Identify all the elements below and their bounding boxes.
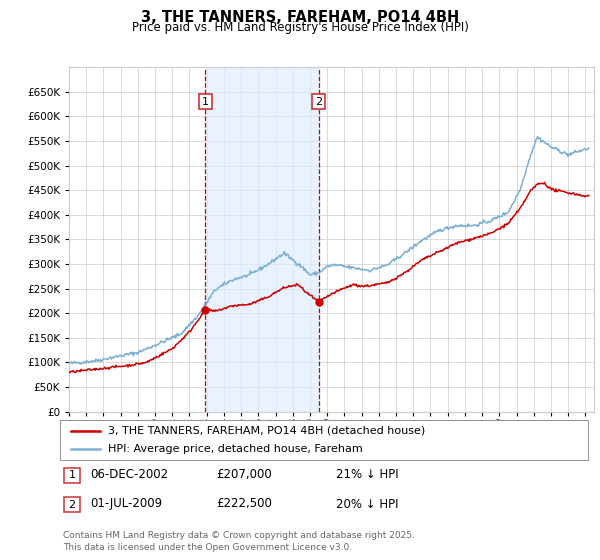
Text: 3, THE TANNERS, FAREHAM, PO14 4BH (detached house): 3, THE TANNERS, FAREHAM, PO14 4BH (detac…	[107, 426, 425, 436]
Text: 2: 2	[315, 97, 322, 106]
Text: Contains HM Land Registry data © Crown copyright and database right 2025.
This d: Contains HM Land Registry data © Crown c…	[63, 531, 415, 552]
Text: 06-DEC-2002: 06-DEC-2002	[90, 468, 168, 482]
Text: £207,000: £207,000	[216, 468, 272, 482]
FancyBboxPatch shape	[64, 497, 80, 512]
Text: 20% ↓ HPI: 20% ↓ HPI	[336, 497, 398, 511]
Text: 21% ↓ HPI: 21% ↓ HPI	[336, 468, 398, 482]
Text: 3, THE TANNERS, FAREHAM, PO14 4BH: 3, THE TANNERS, FAREHAM, PO14 4BH	[141, 10, 459, 25]
FancyBboxPatch shape	[60, 420, 588, 460]
Text: 1: 1	[68, 470, 76, 480]
Text: 1: 1	[202, 97, 209, 106]
FancyBboxPatch shape	[64, 468, 80, 483]
Text: £222,500: £222,500	[216, 497, 272, 511]
Text: HPI: Average price, detached house, Fareham: HPI: Average price, detached house, Fare…	[107, 445, 362, 454]
Text: 01-JUL-2009: 01-JUL-2009	[90, 497, 162, 511]
Text: 2: 2	[68, 500, 76, 510]
Text: Price paid vs. HM Land Registry's House Price Index (HPI): Price paid vs. HM Land Registry's House …	[131, 21, 469, 34]
Bar	[205, 67, 319, 412]
